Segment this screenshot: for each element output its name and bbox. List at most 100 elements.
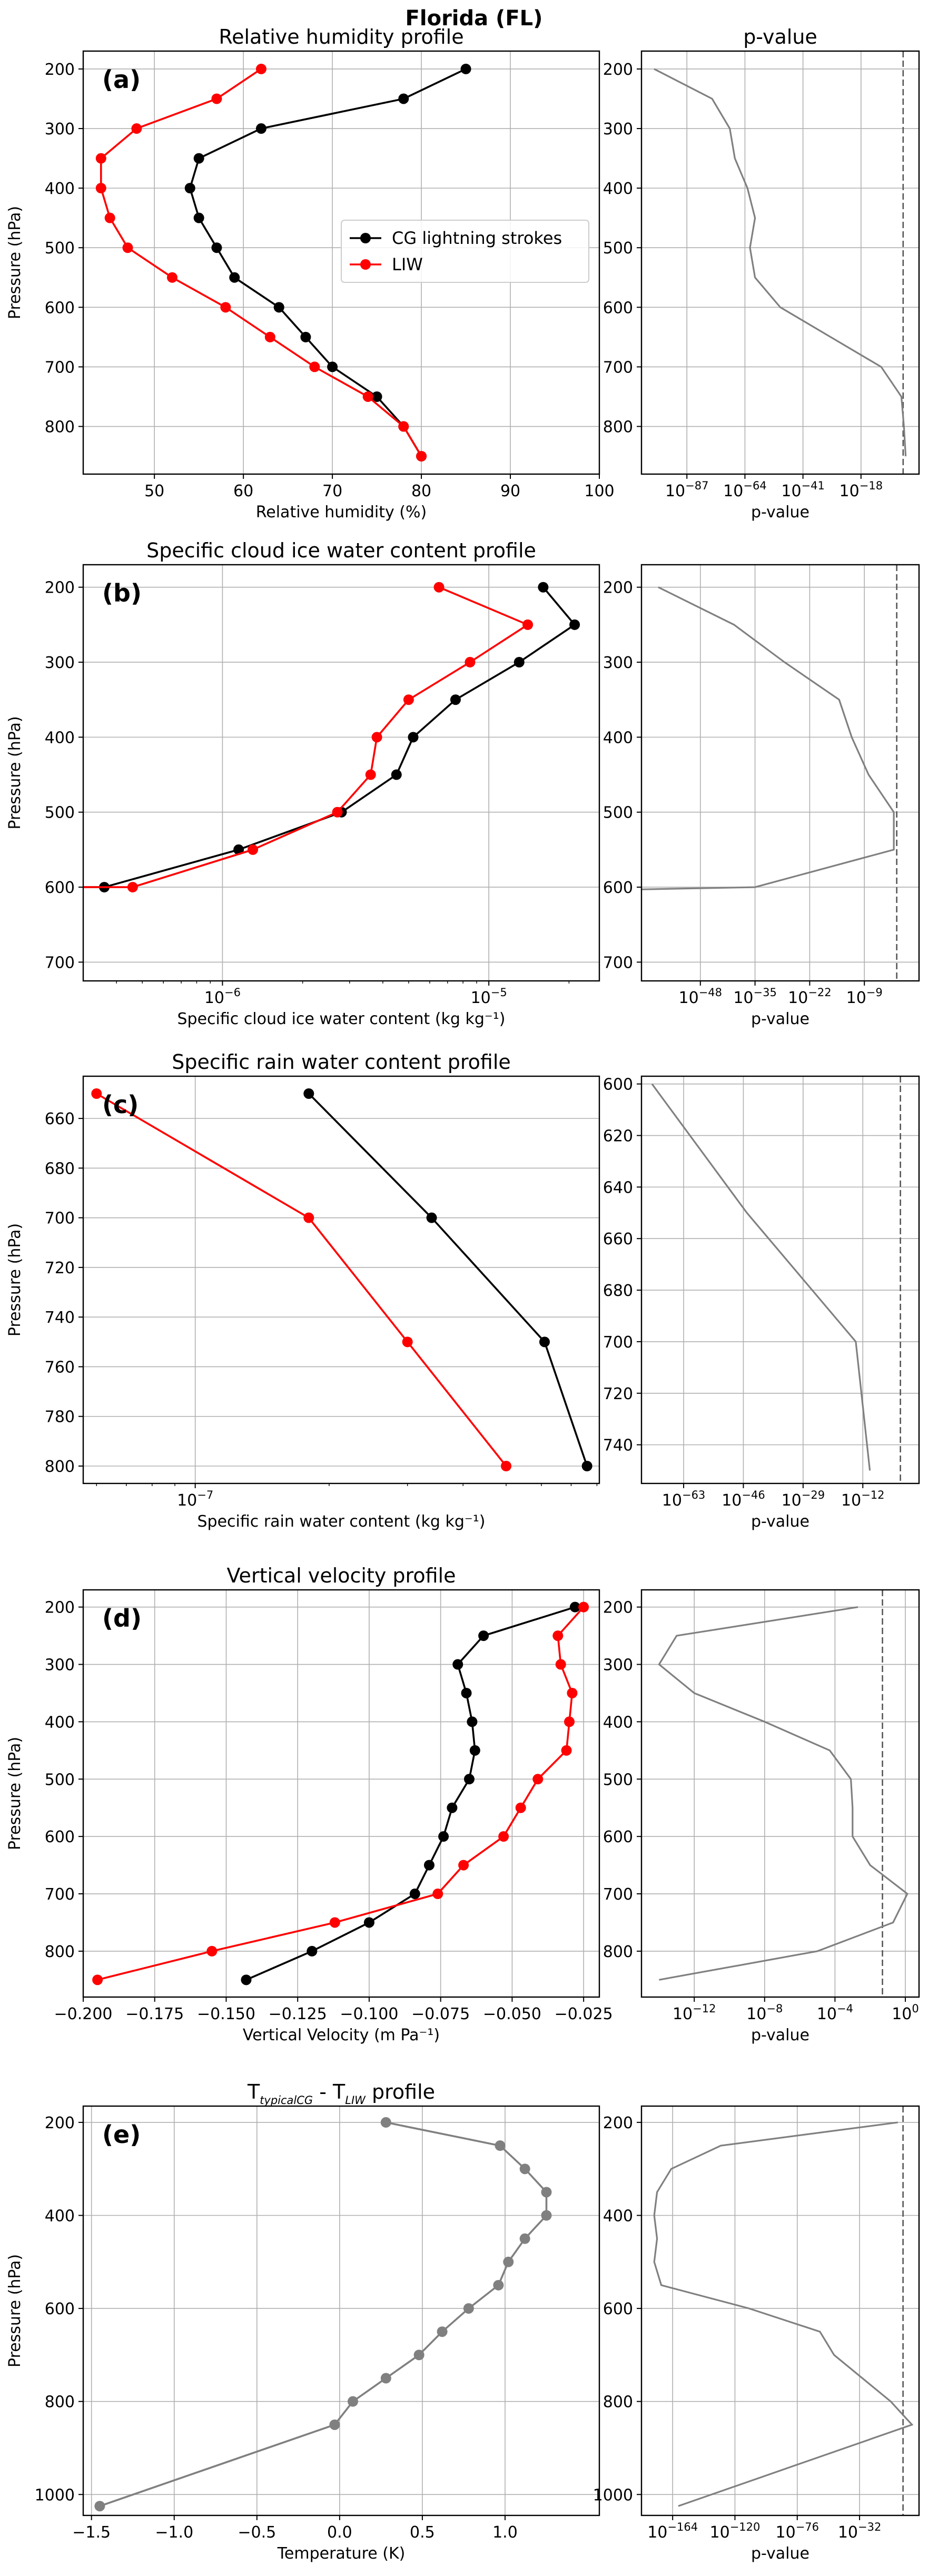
x-axis-label: p-value (751, 503, 809, 522)
x-tick-label: 10−4 (817, 2002, 853, 2023)
y-tick-label: 400 (45, 1713, 75, 1732)
legend: CG lightning strokes LIW (341, 220, 589, 283)
chart-d-main: −0.200 −0.175 −0.150 −0.125 −0.100 −0.075 −0.0… (6, 1564, 613, 2044)
data-point (248, 844, 259, 855)
x-tick-label: 10−120 (710, 2521, 761, 2542)
data-point (532, 1774, 544, 1785)
data-point (463, 1774, 475, 1785)
data-point (398, 93, 409, 104)
y-tick-label: 600 (603, 299, 633, 317)
y-tick-label: 1000 (35, 2486, 75, 2504)
y-tick-label: 400 (45, 180, 75, 198)
y-tick-label: 500 (603, 239, 633, 258)
x-tick-label: −0.125 (269, 2005, 327, 2023)
chart-a-p: 10−87 10−64 10−41 10−18 200 300 400 500 600 700 80… (603, 25, 920, 522)
data-point (347, 2396, 358, 2407)
data-point (307, 1945, 318, 1956)
y-tick-label: 700 (603, 358, 633, 377)
data-point (220, 302, 231, 313)
x-axis-label: Relative humidity (%) (256, 503, 427, 522)
legend-marker (360, 259, 371, 270)
series-line (658, 1606, 908, 1981)
data-point (332, 807, 343, 818)
series-1 (91, 1088, 512, 1472)
y-tick-label: 700 (603, 1885, 633, 1904)
data-point (498, 1831, 509, 1842)
data-point (463, 2303, 474, 2314)
y-tick-label: 600 (45, 1828, 75, 1846)
x-tick-label: 80 (411, 482, 431, 500)
series-line (653, 2121, 914, 2507)
y-tick-label: 800 (45, 418, 75, 437)
series-0 (94, 2117, 552, 2512)
panel-label: (e) (102, 2120, 141, 2149)
data-point (327, 361, 338, 372)
y-tick-label: 200 (603, 61, 633, 79)
x-tick-label: 10−9 (846, 986, 883, 1007)
data-point (303, 1212, 314, 1223)
y-axis-label: Pressure (hPa) (6, 206, 24, 319)
x-axis-label: p-value (751, 1512, 809, 1531)
x-tick-label: 10−29 (782, 1489, 825, 1510)
x-axis-label: p-value (751, 2026, 809, 2044)
data-point (363, 1917, 374, 1928)
panel-label: (b) (102, 579, 142, 607)
chart-c-main: 10−7 660 680 700 720 740 760 780 800 Specific rai… (6, 1050, 600, 1531)
data-point (493, 2279, 504, 2290)
data-point (578, 1601, 589, 1613)
axes-frame (82, 564, 600, 982)
data-point (438, 1831, 449, 1842)
data-point (478, 1630, 489, 1641)
x-tick-label: 100 (892, 2002, 919, 2023)
data-point (371, 391, 382, 402)
x-tick-label: −0.075 (411, 2005, 470, 2023)
x-tick-label: 10−164 (647, 2521, 698, 2542)
y-tick-label: 680 (45, 1159, 75, 1178)
axes-frame (640, 1589, 920, 1998)
y-tick-label: 400 (603, 2207, 633, 2225)
y-tick-label: 600 (45, 2300, 75, 2318)
legend-marker (360, 233, 371, 243)
x-tick-label: 10−35 (733, 986, 777, 1007)
x-tick-label: 10−18 (840, 479, 883, 500)
y-tick-label: 200 (603, 579, 633, 597)
data-point (465, 657, 476, 668)
x-axis-label: p-value (751, 1010, 809, 1028)
x-tick-label: 90 (500, 482, 520, 500)
y-axis-label: Pressure (hPa) (6, 716, 24, 829)
x-tick-label: 1.0 (492, 2523, 518, 2542)
x-axis-label: Vertical Velocity (m Pa⁻¹) (243, 2026, 440, 2044)
data-point (193, 153, 204, 164)
data-point (552, 1630, 564, 1641)
data-point (567, 1687, 578, 1698)
x-tick-label: 60 (233, 482, 253, 500)
series-1 (95, 63, 427, 462)
axes-frame (640, 2105, 920, 2516)
x-tick-label: 50 (144, 482, 164, 500)
data-point (539, 1336, 550, 1348)
chart-title: Vertical velocity profile (227, 1564, 456, 1587)
y-tick-label: 200 (45, 579, 75, 597)
y-tick-label: 300 (45, 1656, 75, 1675)
y-tick-label: 600 (603, 879, 633, 897)
y-tick-label: 700 (45, 358, 75, 377)
y-tick-label: 780 (45, 1408, 75, 1427)
x-tick-label: 100 (584, 482, 614, 500)
data-point (426, 1212, 437, 1223)
axes-frame (82, 2105, 600, 2516)
y-tick-label: 800 (603, 1943, 633, 1961)
axes-frame (82, 1589, 600, 1998)
axes-frame (82, 1075, 600, 1484)
series-line (641, 586, 895, 890)
y-tick-label: 300 (603, 120, 633, 139)
y-tick-label: 400 (45, 729, 75, 747)
series-0 (241, 1601, 580, 1985)
data-point (538, 582, 549, 593)
data-point (371, 732, 382, 743)
x-tick-label: 10−12 (673, 2002, 716, 2023)
x-tick-label: 10−76 (776, 2521, 819, 2542)
series-line (99, 2121, 548, 2508)
series-line (245, 1606, 576, 1981)
y-tick-label: 200 (45, 2114, 75, 2132)
series-1 (92, 1601, 589, 1985)
